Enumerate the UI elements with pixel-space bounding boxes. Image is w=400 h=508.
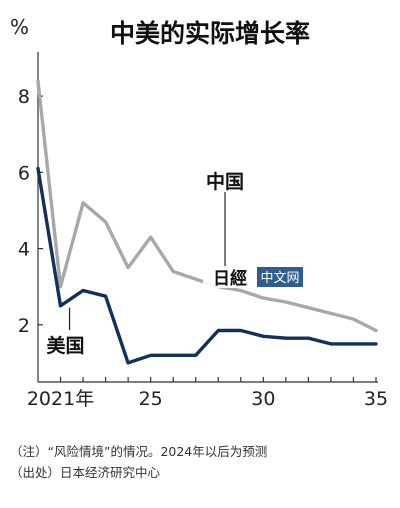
series-label: 美国 — [47, 334, 85, 357]
watermark-site-bg — [257, 267, 303, 287]
series-line-1 — [36, 166, 378, 365]
y-tick-label: 6 — [18, 162, 30, 184]
chart-source: （出处）日本经济研究中心 — [10, 465, 161, 480]
x-tick-label: 25 — [139, 388, 163, 410]
x-tick-label: 2021年 — [27, 388, 94, 410]
axes: 2 4 6 8 2021年 25 30 35 — [18, 52, 388, 410]
y-tick-label: 4 — [18, 239, 30, 261]
watermark: 日經 中文网 — [203, 266, 303, 289]
series-label: 中国 — [206, 170, 244, 193]
x-tick-label: 30 — [251, 388, 275, 410]
chart-note: （注）“风险情境”的情况。2024年以后为预测 — [10, 444, 268, 459]
y-axis-unit: % — [10, 15, 29, 39]
series-lines — [36, 79, 378, 365]
chart-title: 中美的实际增长率 — [110, 19, 310, 48]
watermark-site: 中文网 — [260, 271, 299, 286]
watermark-logo: 日經 — [213, 268, 247, 289]
watermark-logo-bg — [203, 266, 257, 288]
y-tick-label: 2 — [18, 315, 30, 337]
x-tick-label: 35 — [364, 388, 388, 410]
y-tick-label: 8 — [18, 86, 30, 108]
